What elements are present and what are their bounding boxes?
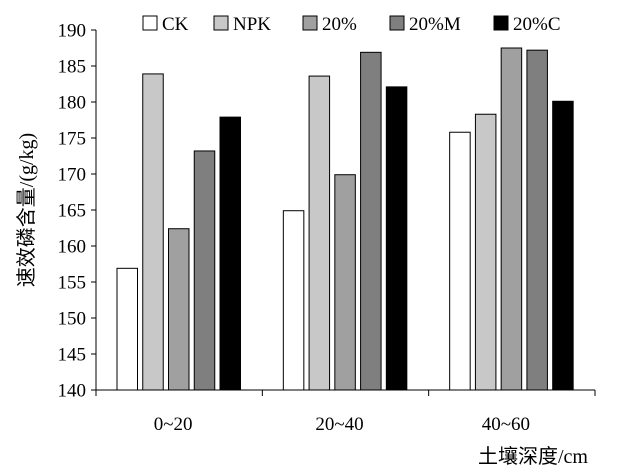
legend-item-20-c: 20%C bbox=[493, 14, 561, 35]
bars bbox=[116, 47, 574, 391]
x-axis-title: 土壤深度/cm bbox=[478, 445, 588, 468]
legend-label-npk: NPK bbox=[233, 14, 271, 35]
x-tick-label-0-20: 0~20 bbox=[154, 414, 193, 435]
legend-swatch-ck bbox=[142, 15, 158, 31]
y-tick-label-180: 180 bbox=[58, 93, 87, 114]
legend-item-npk: NPK bbox=[213, 14, 271, 35]
bar-20-m-20-40 bbox=[360, 51, 382, 391]
x-tick-label-40-60: 40~60 bbox=[482, 414, 530, 435]
y-tick-label-170: 170 bbox=[58, 165, 87, 186]
y-tick-label-190: 190 bbox=[58, 21, 87, 42]
y-axis: 140 145 150 155 160 165 170 175 180 185 190 bbox=[58, 21, 97, 402]
bar-20-c-40-60 bbox=[552, 100, 574, 391]
y-tick-label-165: 165 bbox=[58, 201, 87, 222]
legend-item-ck: CK bbox=[142, 14, 189, 35]
bar-ck-20-40 bbox=[282, 210, 305, 391]
x-axis: 0~20 20~40 40~60 bbox=[95, 389, 596, 435]
y-tick-label-145: 145 bbox=[58, 345, 87, 366]
bar-npk-0-20 bbox=[142, 73, 164, 391]
legend-item-20: 20% bbox=[302, 14, 357, 35]
bar-20-m-0-20 bbox=[193, 150, 216, 391]
y-axis-title: 速效磷含量/(g/kg) bbox=[15, 133, 38, 287]
legend-label-20-c: 20%C bbox=[513, 14, 561, 35]
bar-20-20-40 bbox=[334, 174, 356, 391]
x-tick-label-20-40: 20~40 bbox=[315, 414, 363, 435]
y-tick-label-150: 150 bbox=[58, 309, 87, 330]
bar-ck-0-20 bbox=[116, 267, 138, 391]
bar-20-c-20-40 bbox=[385, 86, 408, 391]
legend-item-20-m: 20%M bbox=[389, 14, 461, 35]
legend-label-ck: CK bbox=[162, 14, 189, 35]
legend-label-20: 20% bbox=[322, 14, 357, 35]
y-tick-label-160: 160 bbox=[58, 237, 87, 258]
bar-20-0-20 bbox=[168, 228, 190, 391]
bar-npk-40-60 bbox=[474, 113, 497, 391]
bar-ck-40-60 bbox=[449, 131, 471, 391]
legend-swatch-20 bbox=[302, 15, 318, 31]
legend-swatch-20-c bbox=[493, 15, 509, 31]
y-tick-label-175: 175 bbox=[58, 129, 87, 150]
y-tick-label-140: 140 bbox=[58, 381, 87, 402]
legend-swatch-npk bbox=[213, 15, 229, 31]
legend-label-20-m: 20%M bbox=[409, 14, 461, 35]
bar-20-m-40-60 bbox=[526, 49, 548, 391]
legend-swatch-20-m bbox=[389, 15, 405, 31]
y-tick-label-185: 185 bbox=[58, 57, 87, 78]
bar-20-c-0-20 bbox=[219, 116, 241, 391]
legend: CK NPK 20% 20%M 20%C bbox=[142, 14, 561, 35]
bar-npk-20-40 bbox=[308, 75, 331, 391]
y-tick-label-155: 155 bbox=[58, 273, 87, 294]
bar-20-40-60 bbox=[500, 47, 523, 391]
